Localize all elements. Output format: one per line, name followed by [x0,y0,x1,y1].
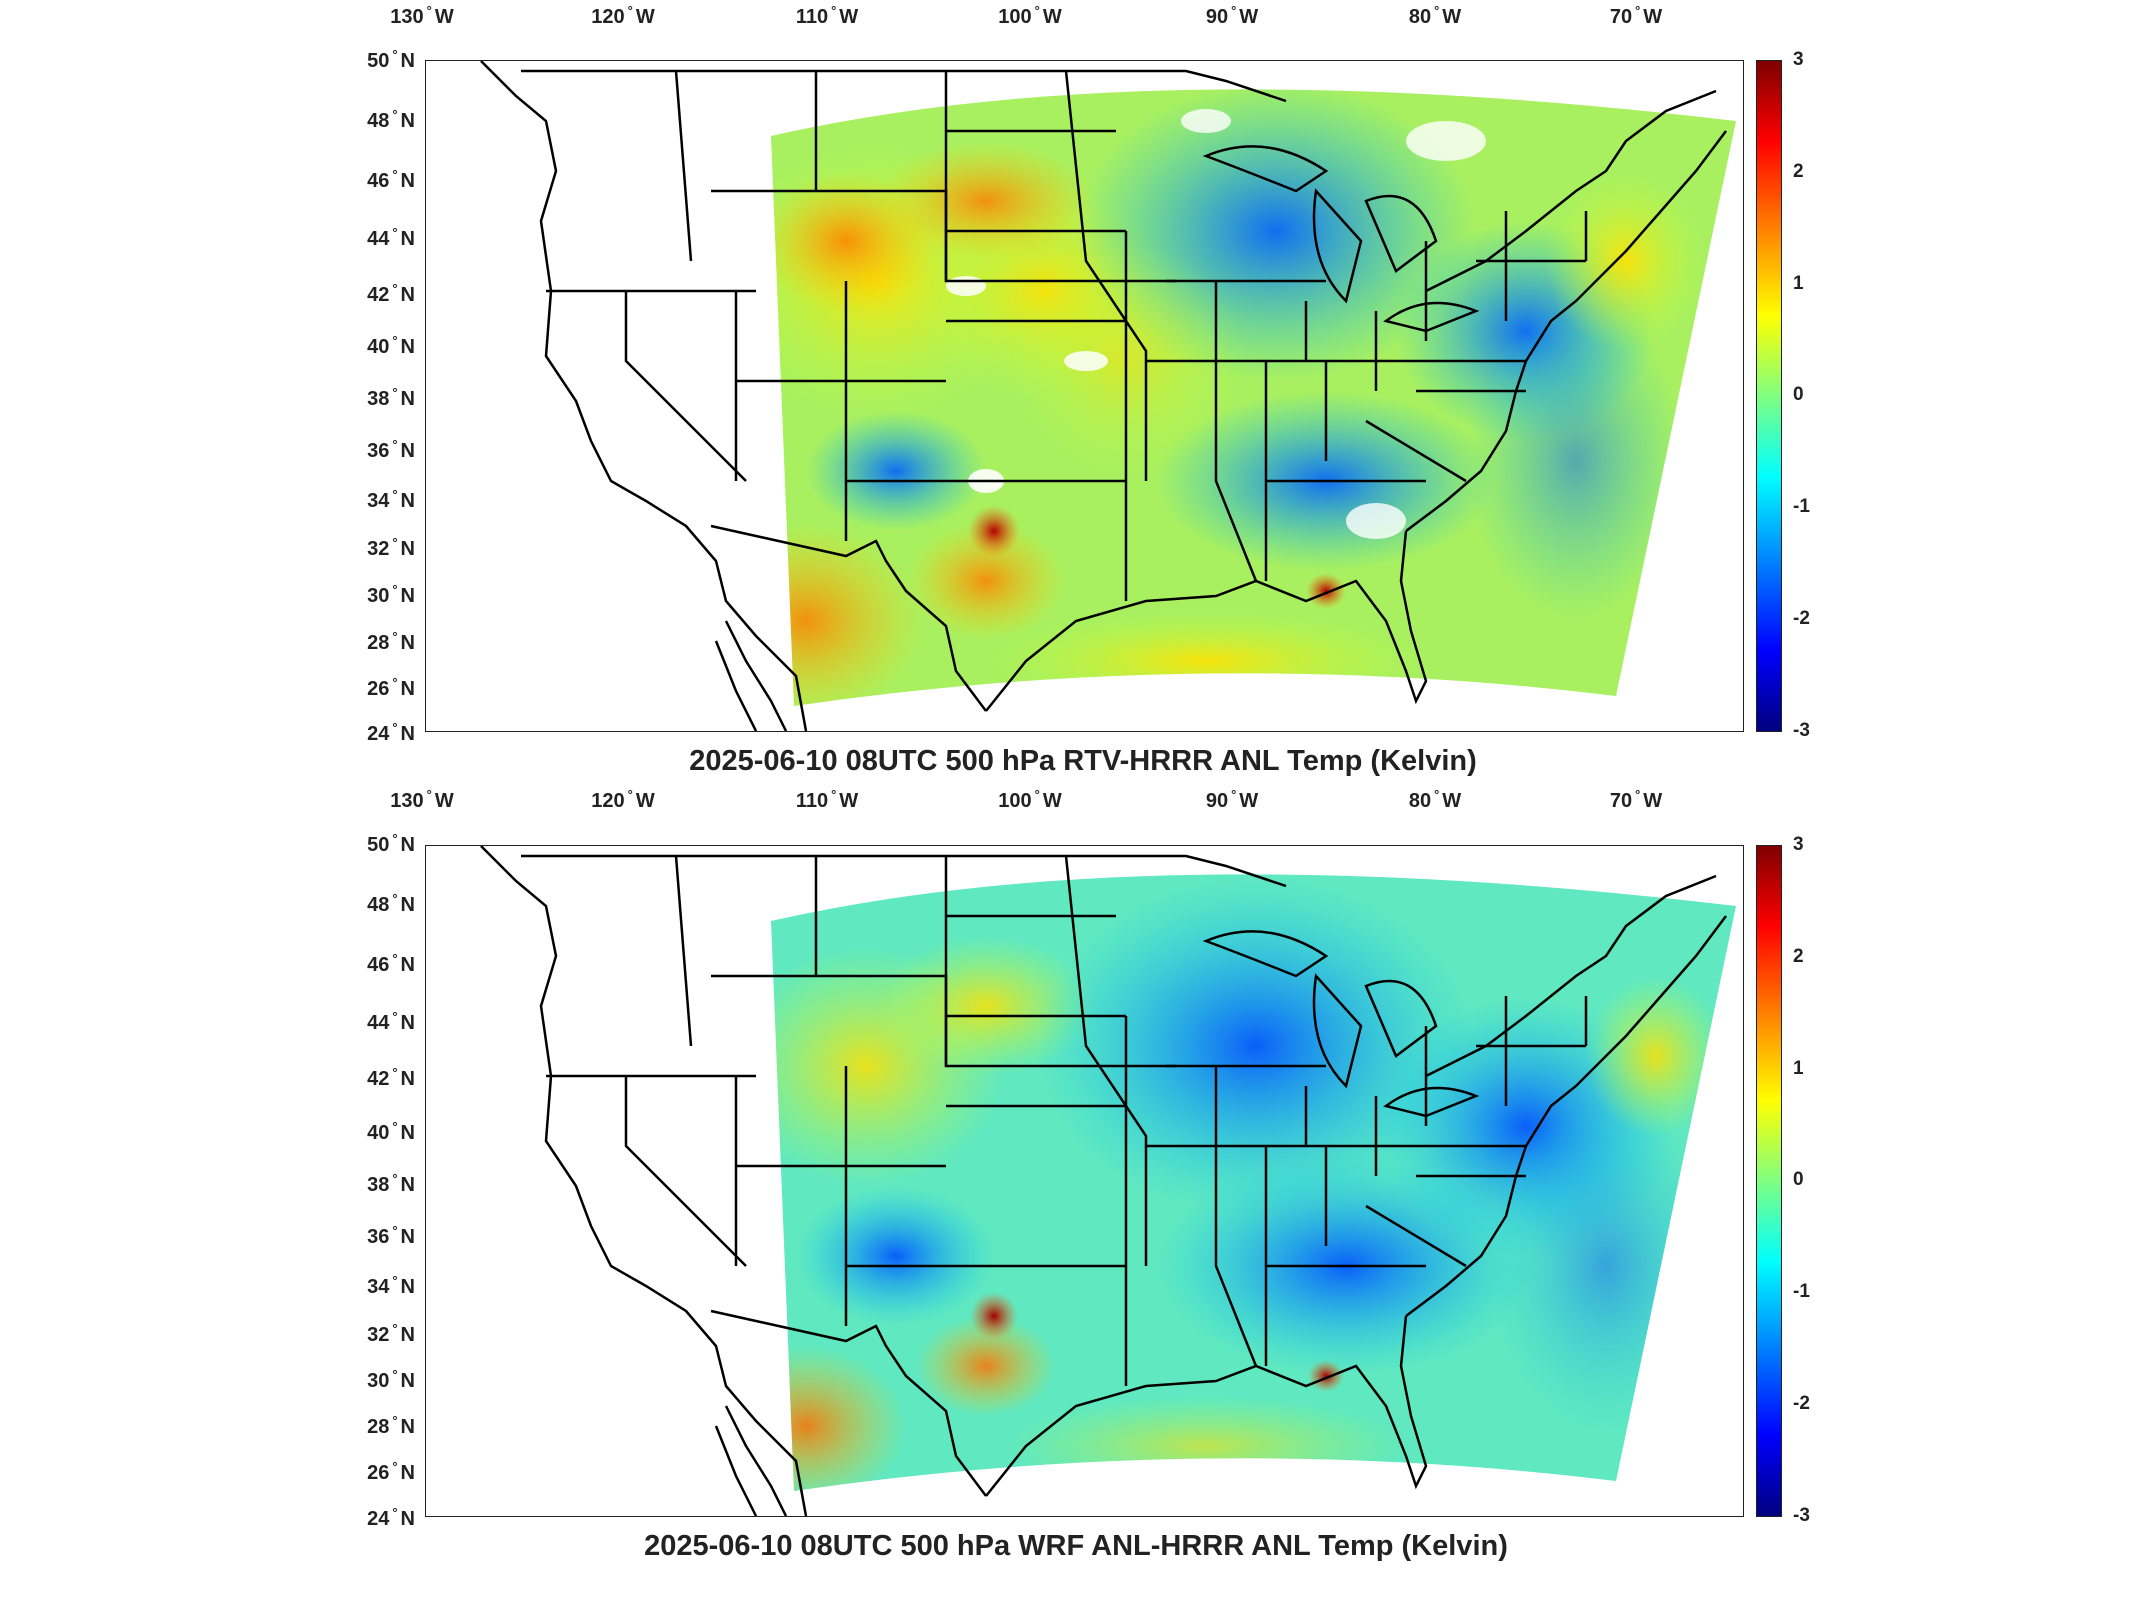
lat-tick: 42 ° N [367,281,415,306]
colorbar-tick: 1 [1793,273,1804,294]
map-outlines [480,846,1727,1516]
map-svg [480,61,1736,731]
lat-tick: 26 ° N [367,675,415,700]
colorbar-tick: 3 [1793,49,1804,70]
lon-tick: 110 ° W [795,3,859,28]
temperature-field [771,89,1736,707]
lon-tick: 130 ° W [390,3,454,28]
lat-tick: 34 ° N [367,1273,415,1298]
map-outlines [480,61,1727,731]
lon-tick: 100 ° W [998,3,1062,28]
map-frame [425,845,1744,1517]
colorbar-tick: -2 [1793,1393,1810,1414]
lat-tick: 24 ° N [367,720,415,745]
lon-tick: 120 ° W [591,787,655,812]
colorbar-tick: 3 [1793,834,1804,855]
lon-tick: 130 ° W [390,787,454,812]
colorbar [1756,845,1782,1517]
lon-tick: 70 ° W [1609,787,1663,812]
map-frame [425,60,1744,732]
lat-tick: 44 ° N [367,1009,415,1034]
temperature-field [771,874,1736,1492]
lon-tick: 90 ° W [1205,3,1259,28]
colorbar-tick: 0 [1793,1169,1804,1190]
panel-wrf-hrrr: 130 ° W 120 ° W 110 ° W 100 ° W 90 ° W 80 ° W 70 ° W 5… [0,787,2133,1600]
lat-tick: 46 ° N [367,167,415,192]
lat-tick: 42 ° N [367,1065,415,1090]
colorbar-tick: -3 [1793,720,1810,741]
panel-rtv-hrrr: 130 ° W 120 ° W 110 ° W 100 ° W 90 ° W 80 ° W 70 ° W 5… [0,0,2133,790]
colorbar-tick: 2 [1793,161,1804,182]
panel-title: 2025-06-10 08UTC 500 hPa RTV-HRRR ANL Te… [689,745,1477,777]
lat-tick: 34 ° N [367,487,415,512]
lat-tick: 40 ° N [367,333,415,358]
lat-tick: 30 ° N [367,582,415,607]
colorbar [1756,60,1782,732]
lat-tick: 38 ° N [367,1171,415,1196]
lat-tick: 48 ° N [367,891,415,916]
colorbar-tick: 0 [1793,384,1804,405]
lat-tick: 28 ° N [367,1413,415,1438]
lat-tick: 24 ° N [367,1505,415,1530]
lat-tick: 30 ° N [367,1367,415,1392]
lat-tick: 28 ° N [367,629,415,654]
lon-tick: 120 ° W [591,3,655,28]
lat-tick: 32 ° N [367,535,415,560]
lat-tick: 36 ° N [367,437,415,462]
colorbar-tick: -2 [1793,608,1810,629]
colorbar-tick: 2 [1793,946,1804,967]
lon-tick: 100 ° W [998,787,1062,812]
colorbar-tick: -1 [1793,496,1810,517]
lon-tick: 80 ° W [1408,3,1462,28]
lat-tick: 32 ° N [367,1321,415,1346]
lon-tick: 90 ° W [1205,787,1259,812]
colorbar-tick: -1 [1793,1281,1810,1302]
lat-tick: 48 ° N [367,107,415,132]
lon-tick: 110 ° W [795,787,859,812]
lat-tick: 40 ° N [367,1119,415,1144]
lat-tick: 38 ° N [367,385,415,410]
lat-tick: 50 ° N [367,47,415,72]
lat-tick: 46 ° N [367,951,415,976]
lat-tick: 26 ° N [367,1459,415,1484]
colorbar-tick: 1 [1793,1058,1804,1079]
lat-tick: 36 ° N [367,1223,415,1248]
map-svg [480,846,1736,1516]
lon-tick: 70 ° W [1609,3,1663,28]
panel-title: 2025-06-10 08UTC 500 hPa WRF ANL-HRRR AN… [644,1530,1508,1562]
lat-tick: 50 ° N [367,831,415,856]
lon-tick: 80 ° W [1408,787,1462,812]
colorbar-tick: -3 [1793,1505,1810,1526]
lat-tick: 44 ° N [367,225,415,250]
